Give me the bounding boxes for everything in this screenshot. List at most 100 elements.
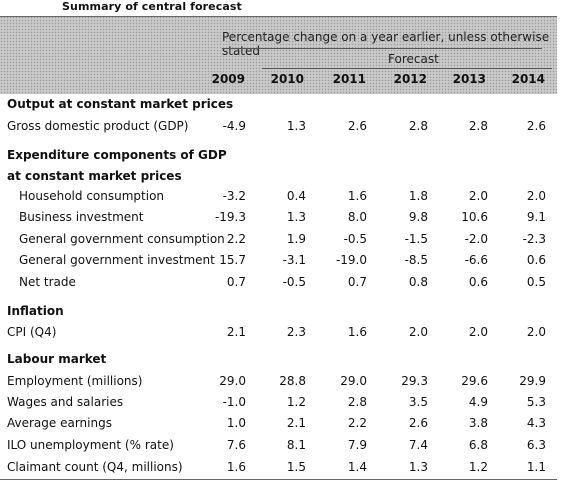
value-cell: 1.0 [226, 416, 246, 430]
row-label: General government consumption [19, 232, 225, 246]
value-cell: 2.8 [408, 119, 428, 133]
header-background [0, 16, 557, 94]
table-row: CPI (Q4) 2.1 2.3 1.6 2.0 2.0 2.0 [0, 323, 557, 343]
value-cell: 1.3 [286, 210, 306, 224]
value-cell: -1.0 [222, 395, 246, 409]
value-cell: -2.0 [464, 232, 488, 246]
value-cell: -3.1 [282, 253, 306, 267]
value-cell: 6.8 [468, 438, 488, 452]
value-cell: 6.3 [526, 438, 546, 452]
value-cell: 2.1 [226, 325, 246, 339]
row-label: Claimant count (Q4, millions) [7, 460, 183, 474]
value-cell: 2.6 [408, 416, 428, 430]
value-cell: 7.6 [226, 438, 246, 452]
value-cell: 1.4 [347, 460, 367, 474]
value-cell: 2.3 [286, 325, 306, 339]
value-cell: -2.3 [522, 232, 546, 246]
value-cell: 5.3 [526, 395, 546, 409]
table-row: Household consumption -3.2 0.4 1.6 1.8 2.0 2.0 [0, 187, 557, 207]
value-cell: 1.1 [526, 460, 546, 474]
value-cell: 1.6 [226, 460, 246, 474]
value-cell: 2.0 [526, 325, 546, 339]
value-cell: 2.6 [347, 119, 367, 133]
year-header: 2009 [211, 72, 245, 86]
value-cell: 0.5 [526, 275, 546, 289]
value-cell: -8.5 [404, 253, 428, 267]
value-cell: 0.8 [408, 275, 428, 289]
value-cell: 1.5 [286, 460, 306, 474]
value-cell: -4.9 [222, 119, 246, 133]
value-cell: 0.4 [286, 189, 306, 203]
row-label: at constant market prices [7, 169, 182, 183]
value-cell: -19.3 [214, 210, 246, 224]
value-cell: 29.6 [461, 374, 488, 388]
value-cell: 29.0 [340, 374, 367, 388]
value-cell: 4.9 [468, 395, 488, 409]
section-heading: Labour market [0, 350, 557, 370]
value-cell: 0.6 [526, 253, 546, 267]
table-row: Wages and salaries -1.0 1.2 2.8 3.5 4.9 5.3 [0, 393, 557, 413]
table-row: Average earnings 1.0 2.1 2.2 2.6 3.8 4.3 [0, 414, 557, 434]
year-header: 2012 [393, 72, 427, 86]
forecast-rule [262, 68, 552, 69]
value-cell: 0.7 [347, 275, 367, 289]
year-header: 2013 [452, 72, 486, 86]
value-cell: -1.5 [404, 232, 428, 246]
table-row: Net trade 0.7 -0.5 0.7 0.8 0.6 0.5 [0, 273, 557, 293]
table-row: General government investment 15.7 -3.1 -19… [0, 251, 557, 271]
row-label: Output at constant market prices [7, 97, 234, 111]
value-cell: 1.8 [408, 189, 428, 203]
value-cell: 2.8 [468, 119, 488, 133]
row-label: Labour market [7, 352, 107, 366]
value-cell: 3.8 [468, 416, 488, 430]
value-cell: 2.1 [286, 416, 306, 430]
value-cell: 1.6 [347, 325, 367, 339]
value-cell: -0.5 [343, 232, 367, 246]
table-row: Business investment -19.3 1.3 8.0 9.8 10.6 9.1 [0, 208, 557, 228]
row-label: CPI (Q4) [7, 325, 57, 339]
value-cell: 29.9 [519, 374, 546, 388]
value-cell: 9.8 [408, 210, 428, 224]
section-heading: Expenditure components of GDP [0, 146, 557, 166]
value-cell: 1.9 [286, 232, 306, 246]
forecast-label: Forecast [388, 52, 439, 66]
row-label: Gross domestic product (GDP) [7, 119, 189, 133]
row-label: Net trade [19, 275, 76, 289]
value-cell: 7.9 [347, 438, 367, 452]
row-label: ILO unemployment (% rate) [7, 438, 174, 452]
value-cell: 3.5 [408, 395, 428, 409]
value-cell: 9.1 [526, 210, 546, 224]
table-title: Summary of central forecast [62, 0, 242, 13]
section-heading: Inflation [0, 302, 557, 322]
table-row: General government consumption 2.2 1.9 -0.5… [0, 230, 557, 250]
row-label: General government investment [19, 253, 215, 267]
top-rule [0, 16, 557, 17]
units-note: Percentage change on a year earlier, unl… [222, 30, 550, 58]
table-row: ILO unemployment (% rate) 7.6 8.1 7.9 7.4 6.8… [0, 436, 557, 456]
year-header: 2014 [511, 72, 545, 86]
value-cell: 2.8 [347, 395, 367, 409]
table-row: Claimant count (Q4, millions) 1.6 1.5 1.4 1.… [0, 458, 557, 478]
table-row: Gross domestic product (GDP) -4.9 1.3 2.6 2.… [0, 117, 557, 137]
row-label: Average earnings [7, 416, 112, 430]
row-label: Household consumption [19, 189, 165, 203]
value-cell: 7.4 [408, 438, 428, 452]
value-cell: 8.0 [347, 210, 367, 224]
value-cell: -3.2 [222, 189, 246, 203]
value-cell: 4.3 [526, 416, 546, 430]
value-cell: 29.3 [401, 374, 428, 388]
value-cell: 2.0 [408, 325, 428, 339]
value-cell: 2.6 [526, 119, 546, 133]
year-header: 2011 [332, 72, 366, 86]
row-label: Wages and salaries [7, 395, 124, 409]
row-label: Inflation [7, 304, 64, 318]
value-cell: 1.2 [468, 460, 488, 474]
value-cell: 1.3 [408, 460, 428, 474]
value-cell: 0.7 [226, 275, 246, 289]
value-cell: 0.6 [468, 275, 488, 289]
value-cell: 10.6 [461, 210, 488, 224]
value-cell: 2.0 [526, 189, 546, 203]
year-header: 2010 [270, 72, 304, 86]
value-cell: 2.0 [468, 189, 488, 203]
section-heading: at constant market prices [0, 167, 557, 187]
